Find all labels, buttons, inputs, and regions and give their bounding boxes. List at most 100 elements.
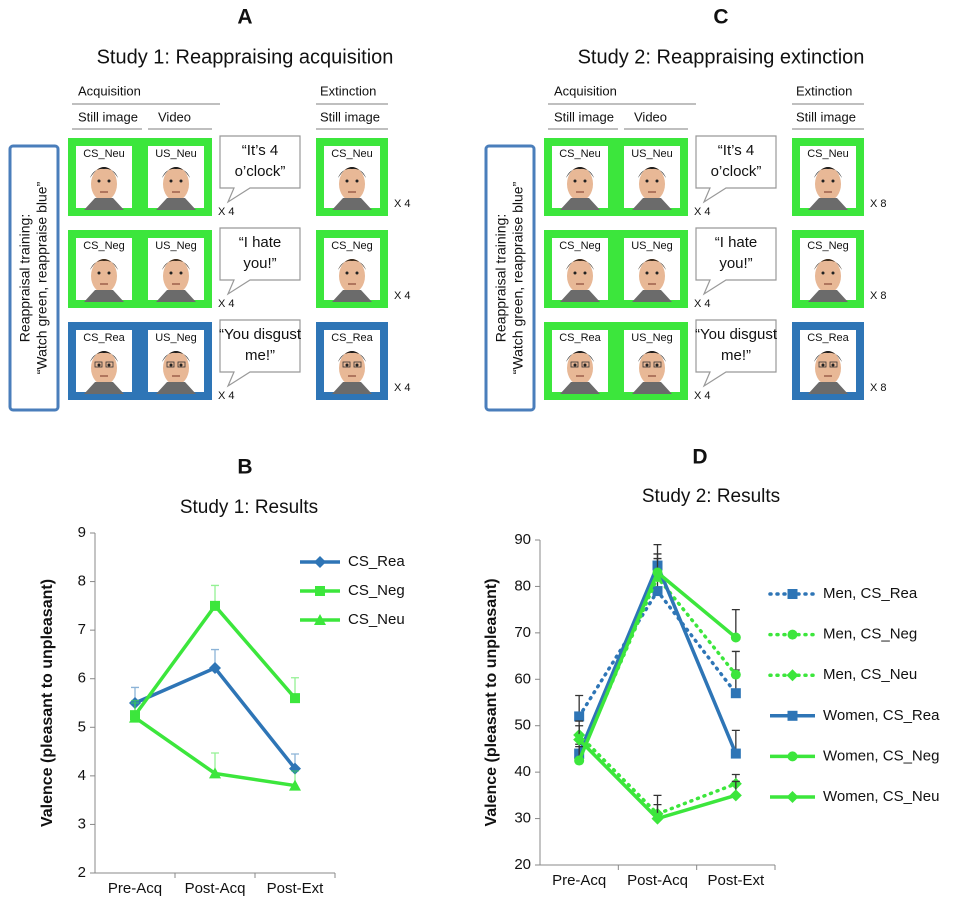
x-tick-label: Pre-Acq bbox=[108, 880, 162, 897]
marker bbox=[730, 789, 742, 801]
face bbox=[815, 167, 841, 201]
face bbox=[567, 167, 593, 201]
repeat-count: X 4 bbox=[694, 206, 711, 218]
eye bbox=[170, 272, 173, 275]
photo-label: CS_Rea bbox=[559, 332, 601, 344]
eye bbox=[356, 180, 359, 183]
eye bbox=[646, 272, 649, 275]
training-text: “Watch green, reappraise blue” bbox=[510, 181, 526, 374]
y-tick-label: 2 bbox=[78, 864, 86, 881]
eye bbox=[356, 364, 359, 367]
eye bbox=[180, 180, 183, 183]
eye bbox=[180, 272, 183, 275]
panel-title: Study 2: Reappraising extinction bbox=[578, 46, 865, 68]
face bbox=[91, 351, 117, 385]
figure: AStudy 1: Reappraising acquisitionAcquis… bbox=[0, 0, 956, 899]
face bbox=[339, 259, 365, 293]
legend-label: CS_Neg bbox=[348, 582, 405, 599]
series-line bbox=[579, 577, 736, 758]
legend-marker bbox=[788, 630, 798, 640]
marker bbox=[574, 711, 584, 721]
y-tick-label: 80 bbox=[514, 577, 531, 594]
face bbox=[163, 351, 189, 385]
y-axis-label: Valence (pleasant to unpleasant) bbox=[39, 579, 56, 827]
face bbox=[339, 167, 365, 201]
eye bbox=[656, 180, 659, 183]
panel-title: Study 1: Reappraising acquisition bbox=[97, 46, 394, 68]
face bbox=[639, 167, 665, 201]
header: Video bbox=[158, 109, 191, 124]
legend-label: Men, CS_Rea bbox=[823, 585, 918, 602]
header: Still image bbox=[554, 109, 614, 124]
eye bbox=[574, 180, 577, 183]
eye bbox=[656, 364, 659, 367]
repeat-count: X 4 bbox=[394, 290, 411, 302]
legend-label: Men, CS_Neg bbox=[823, 626, 917, 643]
speech-text: you!” bbox=[719, 255, 752, 272]
eye bbox=[822, 180, 825, 183]
photo-label: CS_Rea bbox=[807, 332, 849, 344]
eye bbox=[346, 364, 349, 367]
marker bbox=[574, 756, 584, 766]
eye bbox=[584, 180, 587, 183]
y-tick-label: 40 bbox=[514, 763, 531, 780]
legend-marker bbox=[788, 751, 798, 761]
eye bbox=[822, 272, 825, 275]
photo-label: US_Neu bbox=[155, 148, 197, 160]
photo-label: US_Neu bbox=[631, 148, 673, 160]
legend-label: Women, CS_Neg bbox=[823, 747, 939, 764]
photo-label: CS_Rea bbox=[83, 332, 125, 344]
marker bbox=[210, 601, 220, 611]
panel-letter: C bbox=[713, 6, 728, 29]
speech-text: “It’s 4 bbox=[718, 142, 754, 159]
header: Extinction bbox=[796, 83, 852, 98]
legend-marker bbox=[315, 586, 325, 596]
panel-letter: D bbox=[692, 446, 707, 469]
speech-text: you!” bbox=[243, 255, 276, 272]
eye bbox=[574, 272, 577, 275]
photo-label: US_Neg bbox=[155, 332, 197, 344]
speech-text: “It’s 4 bbox=[242, 142, 278, 159]
y-tick-label: 50 bbox=[514, 717, 531, 734]
repeat-count: X 8 bbox=[870, 290, 887, 302]
x-tick-label: Post-Acq bbox=[185, 880, 246, 897]
y-tick-label: 60 bbox=[514, 670, 531, 687]
legend-label: Women, CS_Rea bbox=[823, 707, 940, 724]
legend-label: CS_Neu bbox=[348, 611, 405, 628]
photo-label: US_Neg bbox=[631, 240, 673, 252]
eye bbox=[584, 364, 587, 367]
eye bbox=[356, 272, 359, 275]
y-tick-label: 3 bbox=[78, 815, 86, 832]
photo-label: CS_Neg bbox=[331, 240, 373, 252]
photo-label: CS_Neu bbox=[83, 148, 125, 160]
y-tick-label: 6 bbox=[78, 670, 86, 687]
speech-text: “I hate bbox=[239, 234, 282, 251]
repeat-count: X 4 bbox=[394, 198, 411, 210]
chart-title: Study 2: Results bbox=[642, 486, 780, 507]
header: Extinction bbox=[320, 83, 376, 98]
eye bbox=[646, 364, 649, 367]
legend-marker bbox=[787, 669, 799, 681]
photo-label: US_Neg bbox=[631, 332, 673, 344]
eye bbox=[170, 180, 173, 183]
repeat-count: X 8 bbox=[870, 198, 887, 210]
y-tick-label: 30 bbox=[514, 810, 531, 827]
eye bbox=[180, 364, 183, 367]
y-tick-label: 9 bbox=[78, 524, 86, 541]
y-axis-label: Valence (pleasant to unpleasant) bbox=[483, 578, 500, 826]
eye bbox=[98, 364, 101, 367]
eye bbox=[98, 272, 101, 275]
legend-marker bbox=[788, 589, 798, 599]
series-line bbox=[579, 573, 736, 761]
marker bbox=[653, 586, 663, 596]
legend-label: Men, CS_Neu bbox=[823, 666, 917, 683]
eye bbox=[108, 180, 111, 183]
eye bbox=[346, 180, 349, 183]
marker bbox=[731, 749, 741, 759]
eye bbox=[832, 180, 835, 183]
x-tick-label: Post-Ext bbox=[267, 880, 325, 897]
speech-text: o’clock” bbox=[711, 163, 762, 180]
y-tick-label: 70 bbox=[514, 624, 531, 641]
marker bbox=[731, 633, 741, 643]
header: Acquisition bbox=[554, 83, 617, 98]
